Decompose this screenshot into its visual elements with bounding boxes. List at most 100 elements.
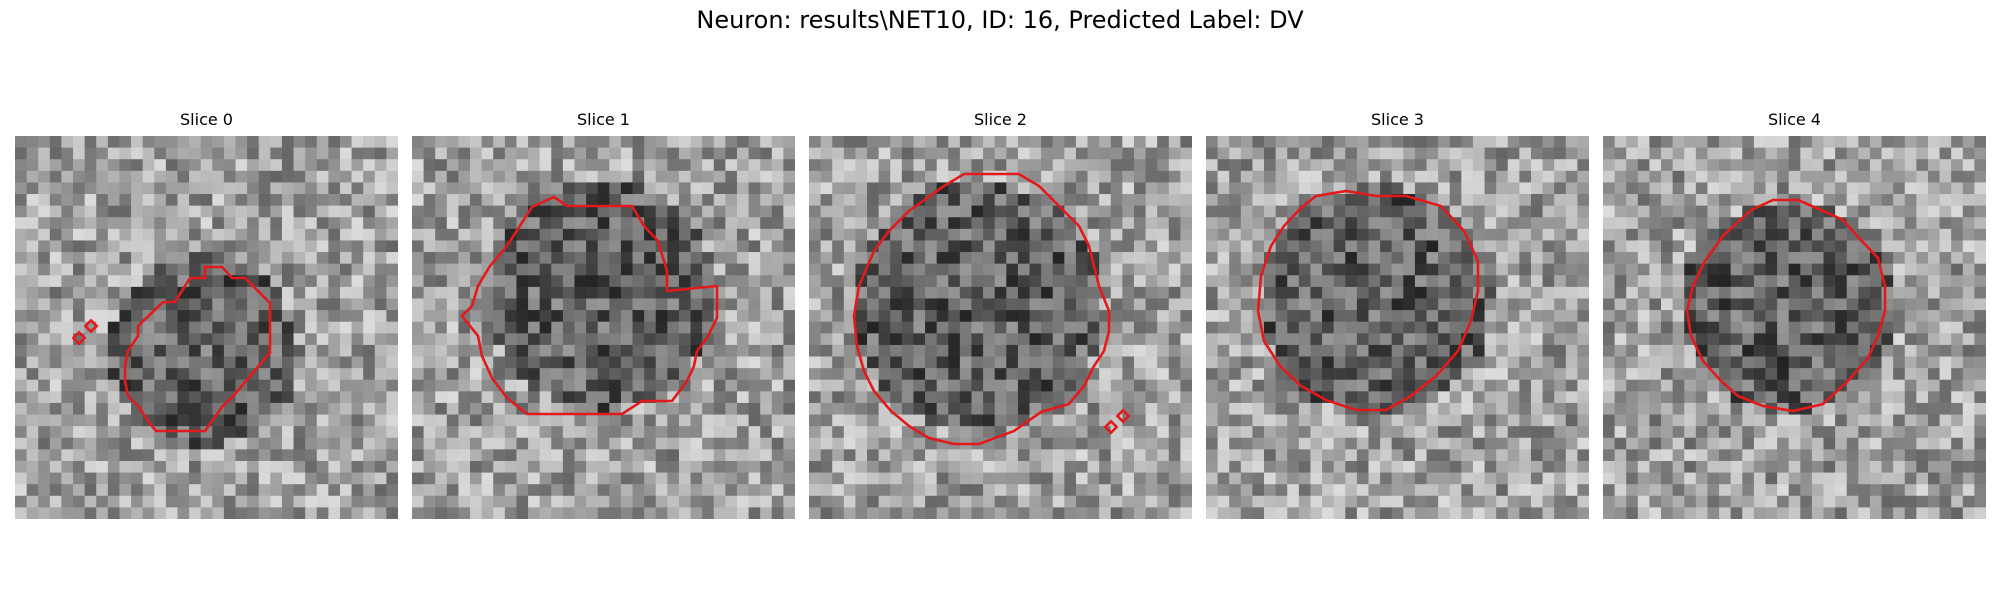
pixel [1449,391,1462,404]
pixel [760,449,773,462]
pixel [1661,217,1674,230]
pixel [1507,286,1520,299]
pixel [551,449,564,462]
pixel [1087,170,1100,183]
pixel [913,472,926,485]
pixel [1087,460,1100,474]
pixel [1881,194,1894,207]
pixel [386,286,398,299]
pixel [212,275,225,288]
pixel [667,240,680,253]
pixel [516,460,529,474]
pixel [107,275,120,288]
pixel [1264,368,1277,381]
pixel [948,275,961,288]
pixel [1496,205,1509,218]
pixel [15,460,28,474]
pixel [458,414,471,427]
pixel [1345,333,1358,346]
pixel [1180,159,1192,172]
pixel [458,217,471,230]
pixel [38,344,51,358]
pixel [493,495,506,508]
pixel [1380,182,1393,195]
pixel [1695,136,1708,149]
pixel [516,321,529,334]
pixel [1414,449,1428,462]
pixel [351,460,364,474]
pixel [1835,252,1848,265]
pixel [493,170,506,183]
pixel [1075,136,1089,149]
pixel [1554,286,1567,299]
pixel [655,205,668,218]
pixel [1507,437,1520,450]
pixel [1742,252,1755,265]
pixel [528,147,541,160]
pixel [189,147,202,160]
pixel [1649,344,1662,358]
pixel [1672,298,1685,311]
pixel [1881,217,1894,230]
pixel [1542,472,1555,485]
pixel [1240,402,1253,416]
pixel [504,437,517,450]
pixel [200,472,213,485]
pixel [1695,182,1708,195]
pixel [1554,449,1567,462]
pixel [1229,275,1242,288]
pixel [1368,437,1381,450]
pixel [690,194,703,207]
pixel [748,495,761,508]
pixel [1168,484,1181,497]
pixel [983,298,996,311]
pixel [423,217,436,230]
pixel [1614,217,1627,230]
pixel [119,449,132,462]
pixel [1881,159,1894,172]
pixel [1496,228,1509,241]
pixel [1029,356,1042,369]
pixel [1240,136,1253,149]
pixel [446,170,459,183]
pixel [386,147,398,160]
pixel [1087,147,1100,160]
pixel [1403,298,1416,311]
pixel [281,507,295,519]
pixel [200,402,213,416]
pixel [1661,147,1674,160]
pixel [316,263,329,276]
pixel [1788,170,1801,183]
pixel [748,344,761,358]
pixel [1099,159,1112,172]
pixel [258,402,271,416]
pixel [1041,205,1054,218]
pixel [1916,321,1929,334]
pixel [446,414,459,427]
pixel [235,298,248,311]
pixel [994,240,1007,253]
pixel [49,414,62,427]
pixel [189,182,202,195]
pixel [597,356,610,369]
pixel [1637,252,1650,265]
pixel [1380,321,1393,334]
pixel [38,182,51,195]
pixel [1052,391,1065,404]
pixel [374,298,387,311]
pixel [1414,368,1428,381]
pixel [1333,217,1346,230]
pixel [1695,159,1708,172]
pixel [84,495,97,508]
pixel [1099,507,1112,519]
pixel [235,159,248,172]
pixel [867,344,880,358]
pixel [1229,194,1242,207]
pixel [189,321,202,334]
pixel [736,495,750,508]
pixel [878,414,891,427]
pixel [339,344,353,358]
pixel [516,159,529,172]
pixel [1800,298,1813,311]
pixel [925,333,938,346]
